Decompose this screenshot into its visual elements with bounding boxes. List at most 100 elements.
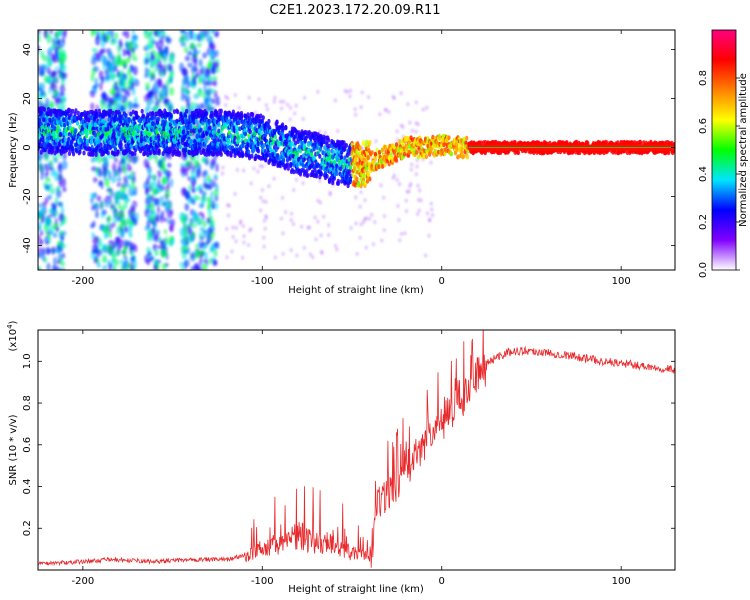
noise-speck (149, 70, 156, 78)
noise-speck (183, 233, 188, 243)
noise-speck (155, 41, 160, 49)
noise-speck (198, 87, 202, 94)
noise-speck (194, 50, 201, 55)
noise-speck (43, 30, 48, 39)
noise-speck (102, 243, 108, 251)
noise-speck (203, 229, 209, 239)
noise-speck (379, 183, 383, 188)
noise-speck (150, 35, 155, 46)
noise-speck (188, 195, 193, 201)
noise-speck (107, 244, 113, 255)
noise-speck (213, 173, 218, 180)
noise-speck (308, 225, 311, 230)
noise-speck (109, 98, 116, 106)
ridge-cell (88, 129, 93, 135)
noise-speck (327, 233, 330, 237)
noise-speck (122, 263, 126, 270)
noise-speck (114, 169, 119, 176)
noise-speck (41, 251, 46, 262)
noise-speck (358, 236, 362, 240)
noise-speck (43, 163, 49, 171)
noise-speck (198, 203, 205, 209)
noise-speck (205, 68, 211, 73)
noise-speck (99, 81, 103, 91)
noise-speck (187, 62, 193, 68)
noise-speck (53, 157, 58, 164)
noise-speck (121, 162, 126, 172)
noise-speck (109, 204, 115, 209)
noise-speck (210, 98, 215, 105)
noise-speck (111, 39, 118, 45)
noise-speck (383, 214, 386, 218)
ridge-cell (327, 137, 331, 143)
noise-speck (143, 30, 148, 35)
noise-speck (160, 40, 164, 49)
noise-speck (110, 222, 116, 228)
noise-speck (162, 68, 166, 76)
ridge-cell (370, 150, 374, 155)
noise-speck (44, 152, 49, 162)
ridge-cell (189, 123, 193, 129)
noise-speck (212, 260, 218, 267)
ridge-cell (273, 134, 277, 140)
noise-speck (116, 215, 122, 222)
ridge-cell (63, 141, 68, 147)
noise-speck (214, 194, 219, 202)
noise-speck (102, 64, 106, 70)
noise-speck (208, 258, 213, 265)
noise-speck (353, 107, 357, 112)
noise-speck (112, 73, 117, 78)
noise-speck (117, 250, 122, 255)
noise-speck (186, 50, 193, 56)
noise-speck (215, 183, 219, 192)
noise-speck (201, 262, 208, 270)
noise-speck (120, 87, 126, 93)
noise-speck (215, 61, 219, 69)
noise-speck (264, 200, 268, 204)
noise-speck (180, 245, 185, 255)
noise-speck (148, 169, 152, 178)
noise-speck (199, 254, 204, 260)
noise-speck (231, 225, 235, 230)
noise-speck (400, 231, 403, 236)
ridge-cell (63, 122, 67, 128)
noise-speck (38, 235, 41, 240)
noise-speck (206, 48, 211, 56)
noise-speck (156, 206, 160, 214)
noise-speck (150, 232, 154, 239)
noise-speck (100, 106, 104, 111)
ridge-cell (336, 178, 340, 184)
noise-speck (180, 212, 186, 222)
ridge-cell (241, 143, 245, 149)
ridge-cell (59, 131, 63, 137)
ridge-cell (251, 112, 255, 118)
noise-speck (38, 221, 42, 231)
ridge-cell (44, 120, 48, 126)
noise-speck (237, 106, 241, 110)
ridge-cell (256, 148, 261, 154)
noise-speck (53, 76, 58, 84)
noise-speck (192, 222, 197, 229)
noise-speck (122, 78, 127, 88)
noise-speck (267, 184, 271, 189)
noise-speck (120, 212, 125, 219)
noise-speck (214, 241, 220, 247)
noise-speck (46, 262, 51, 270)
noise-speck (104, 73, 111, 81)
noise-speck (106, 194, 110, 200)
ridge-cell (74, 108, 78, 114)
noise-speck (56, 186, 60, 191)
noise-speck (96, 56, 102, 63)
noise-speck (387, 110, 391, 114)
noise-speck (358, 204, 362, 209)
noise-speck (349, 88, 352, 93)
ridge-cell (344, 143, 349, 148)
noise-speck (61, 243, 67, 249)
noise-speck (131, 46, 136, 53)
noise-speck (93, 65, 99, 72)
ridge-cell (373, 156, 378, 162)
noise-speck (189, 234, 195, 243)
noise-speck (203, 170, 209, 177)
noise-speck (425, 105, 429, 110)
noise-speck (318, 129, 321, 134)
